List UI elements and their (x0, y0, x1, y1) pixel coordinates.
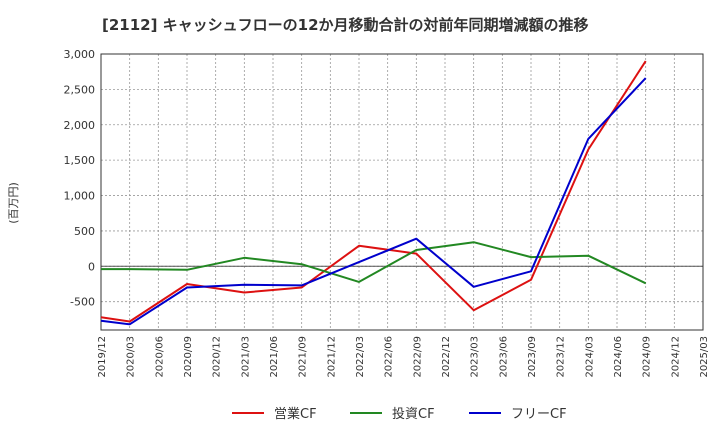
x-tick-label: 2022/12 (441, 336, 452, 378)
x-tick-label: 2024/12 (670, 336, 681, 378)
chart-title: [2112] キャッシュフローの12か月移動合計の対前年同期増減額の推移 (102, 16, 589, 34)
x-tick-label: 2023/12 (556, 336, 567, 378)
y-axis-label: (百万円) (7, 182, 20, 224)
plot-frame (100, 53, 704, 331)
legend: 営業CF 投資CF フリーCF (232, 406, 567, 422)
x-tick-label: 2022/06 (384, 336, 395, 378)
legend-label-3: フリーCF (511, 407, 567, 422)
x-tick-label: 2024/03 (584, 336, 595, 378)
y-tick-label: 500 (74, 225, 95, 238)
x-tick-labels: 2019/12 2020/03 2020/06 2020/09 2020/12 2021/… (97, 336, 710, 378)
legend-label-1: 営業CF (274, 406, 317, 422)
x-tick-label: 2021/09 (298, 336, 309, 378)
x-tick-label: 2021/06 (269, 336, 280, 378)
x-tick-label: 2022/09 (412, 336, 423, 378)
x-tick-label: 2019/12 (97, 336, 108, 378)
y-tick-label: 1,000 (64, 190, 96, 203)
series-layer (100, 60, 647, 326)
x-tick-label: 2020/06 (154, 336, 165, 378)
x-tick-label: 2023/09 (527, 336, 538, 378)
y-tick-label: 2,500 (64, 83, 96, 96)
y-tick-label: 0 (88, 260, 95, 273)
grid-layer (100, 53, 704, 330)
x-tick-label: 2024/06 (613, 336, 624, 378)
x-tick-label: 2022/03 (355, 336, 366, 378)
y-tick-label: 2,000 (64, 119, 96, 132)
x-tick-label: 2020/12 (212, 336, 223, 378)
x-tick-label: 2023/06 (498, 336, 509, 378)
legend-label-2: 投資CF (392, 406, 435, 422)
x-tick-label: 2020/09 (183, 336, 194, 378)
y-tick-label: 3,000 (64, 48, 96, 61)
series-line-2 (101, 241, 647, 285)
y-tick-labels: 3,000 2,500 2,000 1,500 1,000 500 0 -500 (64, 48, 96, 309)
x-tick-label: 2025/03 (699, 336, 710, 378)
y-tick-label: 1,500 (64, 154, 96, 167)
series-line-3 (100, 77, 647, 326)
series-line-1 (100, 60, 647, 323)
x-tick-label: 2023/03 (470, 336, 481, 378)
x-tick-label: 2020/03 (126, 336, 137, 378)
y-tick-label: -500 (70, 296, 95, 309)
x-tick-label: 2021/12 (326, 336, 337, 378)
x-tick-label: 2024/09 (642, 336, 653, 378)
x-tick-label: 2021/03 (240, 336, 251, 378)
